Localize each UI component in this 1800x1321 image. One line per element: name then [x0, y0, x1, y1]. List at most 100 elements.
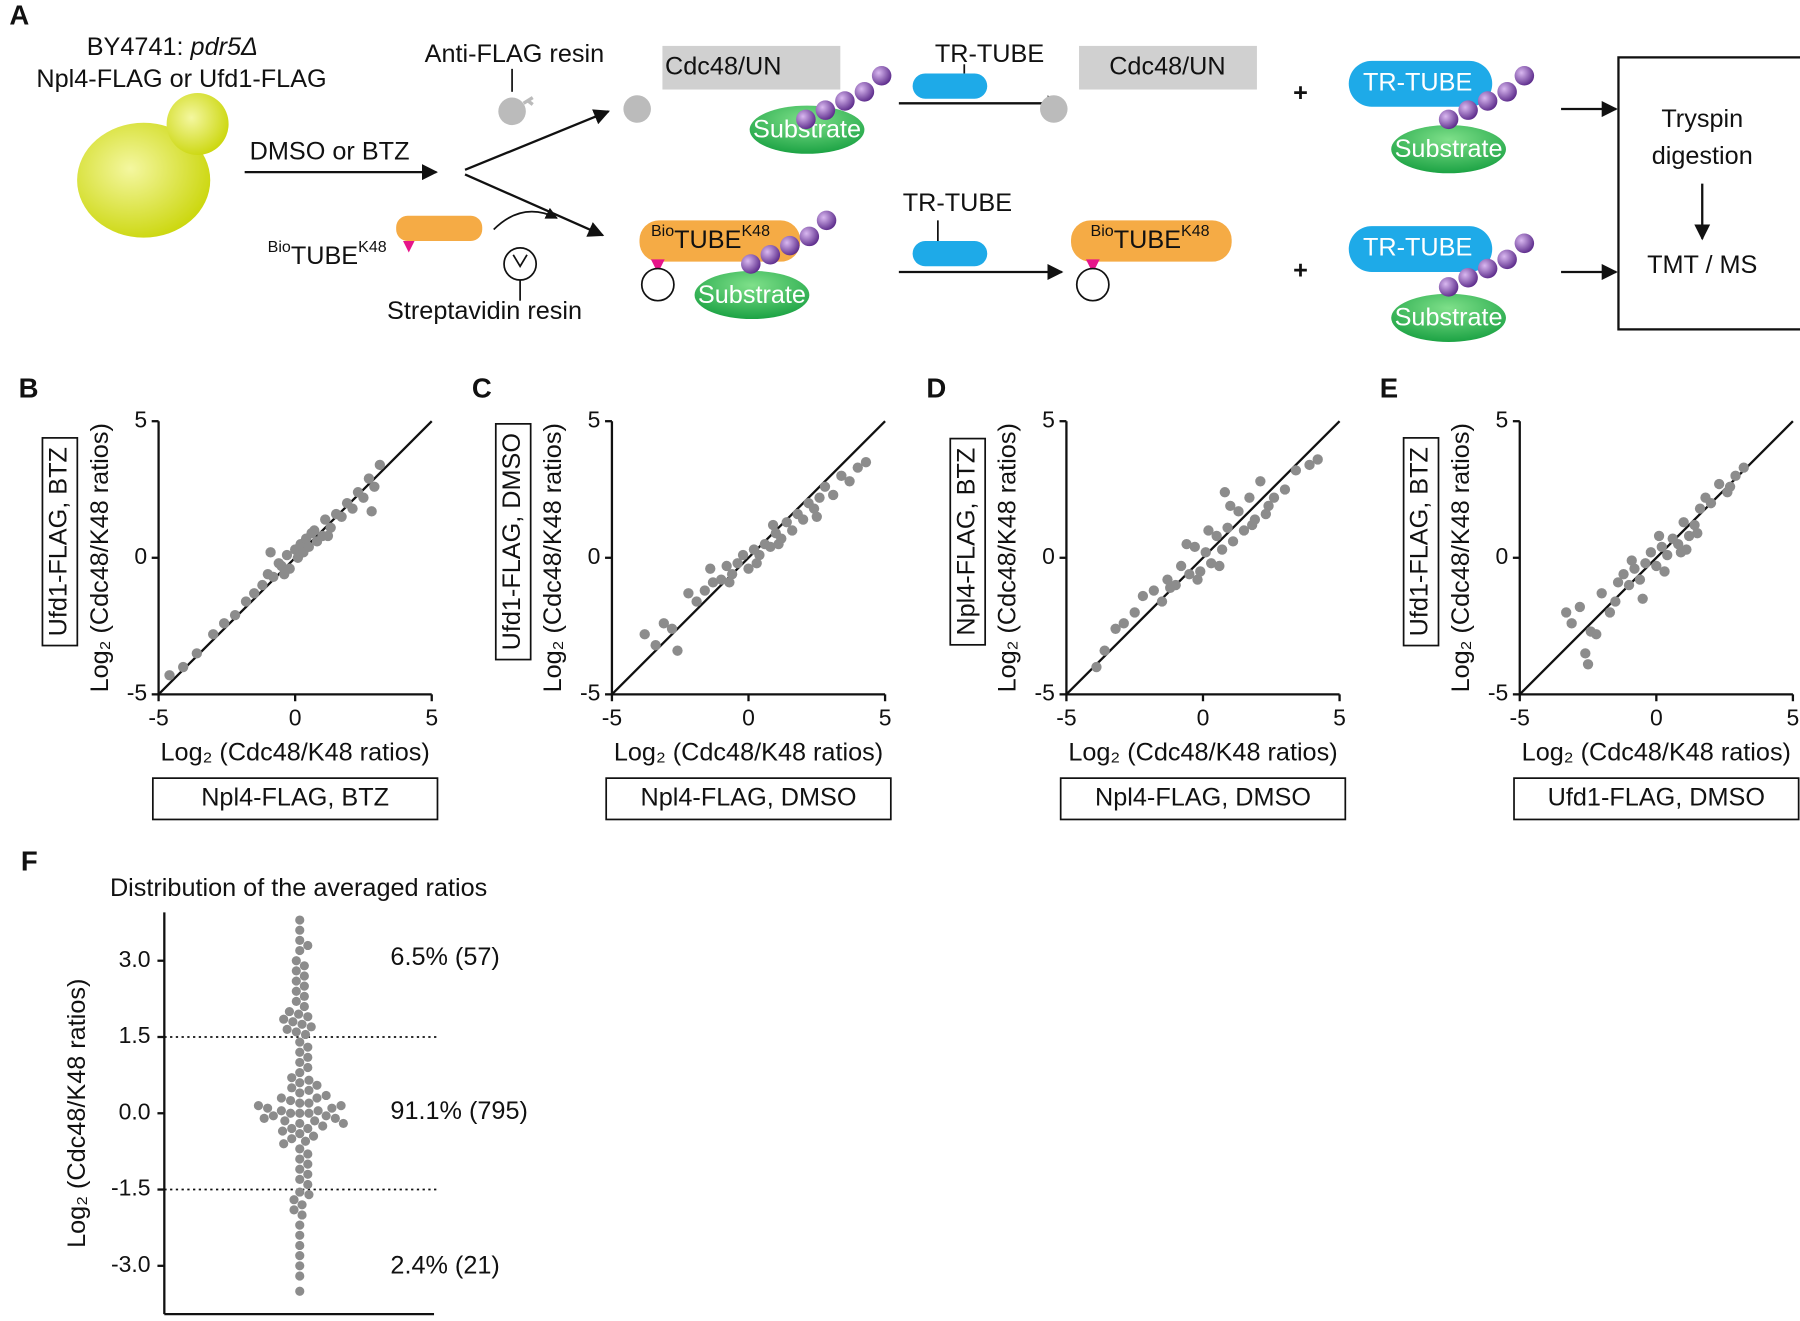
- panel-label: D: [926, 372, 946, 403]
- point: [1238, 525, 1250, 536]
- point: [726, 569, 738, 580]
- point: [295, 1129, 305, 1139]
- condition-box: [605, 777, 892, 821]
- x-tick-label: 5: [425, 705, 438, 731]
- point: [1659, 566, 1670, 577]
- point: [297, 1019, 307, 1029]
- point: [295, 1261, 305, 1271]
- point: [844, 476, 855, 487]
- point: [299, 971, 309, 981]
- point: [1629, 563, 1640, 574]
- substrate: [1391, 293, 1506, 343]
- genotype: pdr5Δ: [190, 33, 258, 61]
- point: [1219, 487, 1231, 498]
- point: [300, 1029, 311, 1040]
- point: [318, 1121, 328, 1131]
- biotube-label: BioTUBEK48: [268, 238, 387, 269]
- point: [276, 1093, 286, 1103]
- point: [1637, 593, 1648, 604]
- step: Tryspin: [1661, 105, 1743, 133]
- substrate-label: Substrate: [1395, 135, 1503, 163]
- point: [1683, 530, 1695, 542]
- point: [1673, 538, 1684, 550]
- point: [295, 925, 305, 935]
- point: [295, 1144, 305, 1154]
- point: [1263, 500, 1274, 512]
- point: [773, 538, 784, 550]
- point: [295, 935, 305, 945]
- point: [1290, 465, 1302, 476]
- point: [1312, 454, 1323, 465]
- point: [284, 1006, 295, 1017]
- point: [1189, 541, 1200, 553]
- panel-label: B: [19, 372, 39, 403]
- point: [699, 585, 710, 596]
- point: [291, 996, 301, 1006]
- point: [338, 1118, 348, 1129]
- biotube: [1071, 220, 1232, 262]
- annotation: 6.5% (57): [390, 943, 499, 971]
- biotube-label: BioTUBEK48: [651, 222, 770, 253]
- point: [295, 1047, 305, 1057]
- point: [336, 511, 347, 522]
- point: [295, 1088, 305, 1098]
- point: [1227, 536, 1239, 547]
- point: [1612, 577, 1624, 588]
- point: [295, 1187, 305, 1197]
- point: [1195, 566, 1206, 577]
- y-tick-label: 0: [134, 543, 147, 569]
- point: [1203, 525, 1214, 536]
- point: [705, 563, 716, 574]
- point: [308, 1131, 319, 1141]
- point: [1626, 555, 1637, 566]
- point: [229, 609, 241, 621]
- point: [299, 961, 309, 971]
- point: [300, 1136, 311, 1146]
- biotube: [396, 215, 483, 242]
- resin: [1040, 95, 1068, 123]
- identity-line: [611, 420, 886, 696]
- condition-box: [1513, 777, 1800, 821]
- point: [1662, 549, 1673, 561]
- point: [295, 1174, 305, 1184]
- point: [253, 1101, 264, 1111]
- point: [291, 976, 301, 986]
- point: [291, 1027, 301, 1037]
- point: [860, 457, 872, 468]
- y-condition: Npl4-FLAG, BTZ: [952, 448, 980, 636]
- point: [297, 1200, 307, 1210]
- tr-tube-label: TR-TUBE: [903, 189, 1012, 217]
- point: [1233, 506, 1244, 517]
- point: [178, 661, 189, 673]
- point: [1216, 544, 1228, 555]
- sup: Bio: [268, 238, 291, 256]
- point: [268, 1111, 278, 1121]
- complex: Cdc48/UN: [665, 52, 781, 80]
- substrate: [1391, 125, 1506, 174]
- point: [291, 966, 301, 976]
- point: [1618, 569, 1629, 580]
- point: [1694, 503, 1706, 514]
- arrow: [493, 207, 558, 231]
- point: [265, 547, 276, 558]
- point: [303, 1012, 313, 1022]
- point: [295, 1154, 305, 1164]
- point: [1255, 476, 1266, 487]
- point: [691, 596, 702, 607]
- point: [295, 1286, 305, 1296]
- condition-box: [949, 437, 987, 646]
- x-condition: Npl4-FLAG, BTZ: [201, 783, 389, 811]
- point: [1118, 618, 1129, 629]
- resin-label: Streptavidin resin: [387, 297, 582, 325]
- point: [285, 1095, 296, 1106]
- point: [303, 1179, 313, 1190]
- y-tick-label: 0: [588, 543, 601, 569]
- biotin: [403, 241, 415, 253]
- point: [309, 525, 320, 536]
- point: [322, 530, 334, 542]
- condition-box: [151, 777, 439, 821]
- biotube: [639, 220, 801, 262]
- point: [1268, 492, 1280, 503]
